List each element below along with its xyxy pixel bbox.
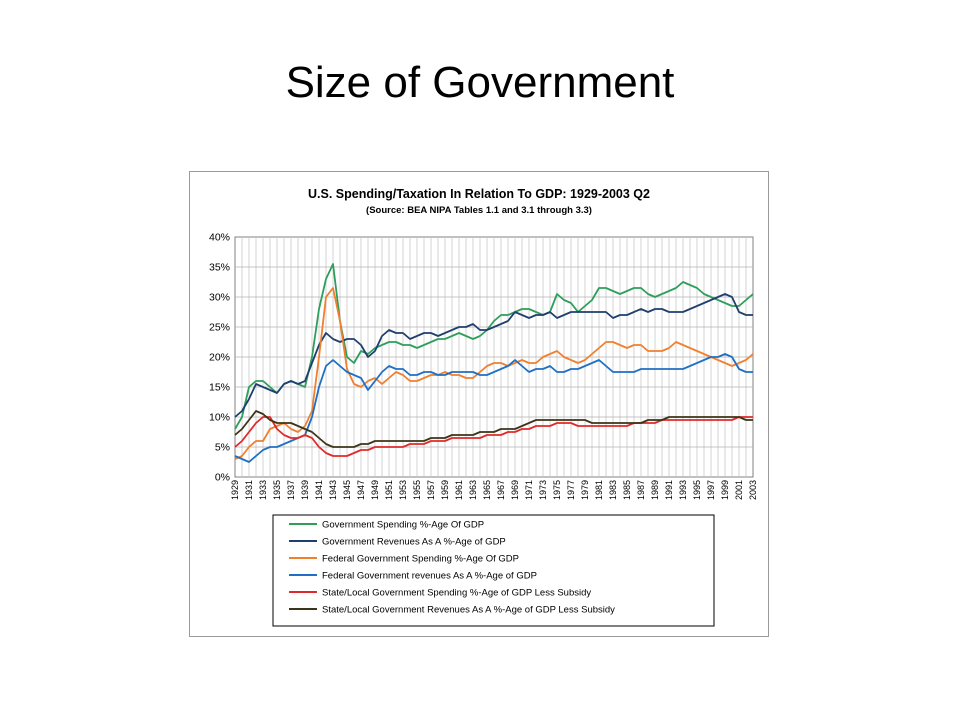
series-line-1 xyxy=(234,263,754,430)
y-tick-label: 0% xyxy=(215,472,230,484)
plot-area: 0% 5% 10% 15% 20% 25% 30% 35% 40% 1929 1931 1933 193… xyxy=(209,232,758,501)
x-tick-label: 1947 xyxy=(356,480,366,500)
chart-title: U.S. Spending/Taxation In Relation To GD… xyxy=(308,187,650,201)
line-chart: U.S. Spending/Taxation In Relation To GD… xyxy=(209,187,758,627)
legend-box xyxy=(272,514,715,627)
x-tick-label: 1935 xyxy=(272,480,282,500)
x-tick-label: 1955 xyxy=(412,480,422,500)
x-tick-label: 2003 xyxy=(748,480,758,500)
x-tick-label: 1981 xyxy=(594,480,604,500)
slide-title: Size of Government xyxy=(285,58,675,107)
x-tick-label: 1945 xyxy=(342,480,352,500)
x-tick-label: 1973 xyxy=(538,480,548,500)
series-line-4 xyxy=(234,353,753,463)
chart-frame: U.S. Spending/Taxation In Relation To GD… xyxy=(189,171,769,637)
x-tick-label: 1951 xyxy=(384,480,394,500)
x-tick-label: 1937 xyxy=(286,480,296,500)
y-tick-label: 15% xyxy=(209,382,230,394)
x-tick-label: 1993 xyxy=(678,480,688,500)
x-tick-label: 1971 xyxy=(524,480,534,500)
x-tick-label: 1931 xyxy=(244,480,254,500)
legend-label: State/Local Government Spending %-Age of… xyxy=(322,588,591,599)
x-tick-label: 1983 xyxy=(608,480,618,500)
x-tick-label: 1969 xyxy=(510,480,520,500)
x-tick-label: 1949 xyxy=(370,480,380,500)
x-tick-label: 1963 xyxy=(468,480,478,500)
y-tick-label: 35% xyxy=(209,262,230,274)
x-tick-label: 1957 xyxy=(426,480,436,500)
x-tick-label: 1941 xyxy=(314,480,324,500)
x-tick-label: 1999 xyxy=(720,480,730,500)
series-line-6 xyxy=(234,410,753,448)
x-tick-label: 1987 xyxy=(636,480,646,500)
x-tick-label: 1967 xyxy=(496,480,506,500)
legend-label: Government Spending %-Age Of GDP xyxy=(322,520,484,531)
x-tick-label: 1933 xyxy=(258,480,268,500)
x-tick-label: 1995 xyxy=(692,480,702,500)
x-tick-label: 1953 xyxy=(398,480,408,500)
x-tick-label: 2001 xyxy=(734,480,744,500)
y-tick-label: 20% xyxy=(209,352,230,364)
y-tick-label: 5% xyxy=(215,442,230,454)
series-line-3 xyxy=(234,287,754,460)
x-tick-label: 1929 xyxy=(230,480,240,500)
chart-subtitle: (Source: BEA NIPA Tables 1.1 and 3.1 thr… xyxy=(366,205,592,216)
x-tick-label: 1985 xyxy=(622,480,632,500)
legend-label: Federal Government revenues As A %-Age o… xyxy=(322,571,537,582)
x-tick-label: 1959 xyxy=(440,480,450,500)
x-tick-label: 1991 xyxy=(664,480,674,500)
legend-label: Federal Government Spending %-Age Of GDP xyxy=(322,554,519,565)
x-tick-label: 1943 xyxy=(328,480,338,500)
series-line-5 xyxy=(234,416,753,457)
x-tick-label: 1977 xyxy=(566,480,576,500)
x-tick-label: 1975 xyxy=(552,480,562,500)
y-tick-label: 10% xyxy=(209,412,230,424)
legend-label: Government Revenues As A %-Age of GDP xyxy=(322,537,506,548)
y-tick-label: 30% xyxy=(209,292,230,304)
x-tick-label: 1997 xyxy=(706,480,716,500)
legend-label: State/Local Government Revenues As A %-A… xyxy=(322,605,615,616)
y-tick-label: 40% xyxy=(209,232,230,244)
x-tick-label: 1965 xyxy=(482,480,492,500)
chart-legend: Government Spending %-Age Of GDP Governme… xyxy=(272,514,715,627)
y-tick-label: 25% xyxy=(209,322,230,334)
x-tick-label: 1939 xyxy=(300,480,310,500)
x-tick-label: 1989 xyxy=(650,480,660,500)
x-tick-label: 1961 xyxy=(454,480,464,500)
x-tick-label: 1979 xyxy=(580,480,590,500)
